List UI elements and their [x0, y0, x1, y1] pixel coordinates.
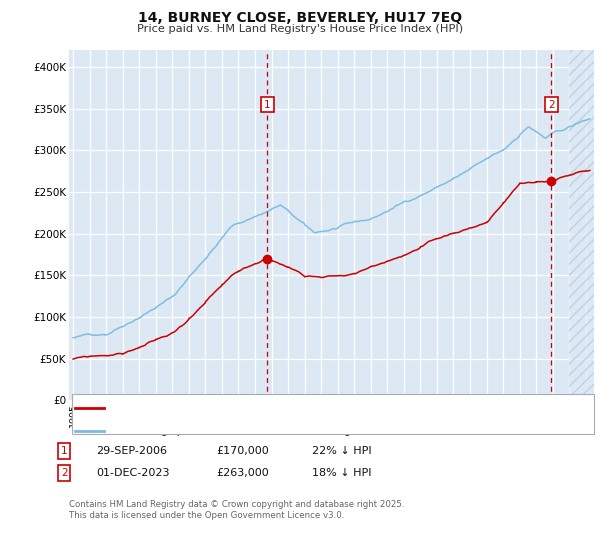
- Text: 29-SEP-2006: 29-SEP-2006: [96, 446, 167, 456]
- Text: 22% ↓ HPI: 22% ↓ HPI: [312, 446, 371, 456]
- Text: 2: 2: [61, 468, 68, 478]
- Text: Price paid vs. HM Land Registry's House Price Index (HPI): Price paid vs. HM Land Registry's House …: [137, 24, 463, 34]
- Text: 1: 1: [61, 446, 68, 456]
- Text: 1: 1: [264, 100, 271, 110]
- Text: £263,000: £263,000: [216, 468, 269, 478]
- Text: £170,000: £170,000: [216, 446, 269, 456]
- Text: HPI: Average price, detached house, East Riding of Yorkshire: HPI: Average price, detached house, East…: [110, 426, 412, 436]
- Text: 18% ↓ HPI: 18% ↓ HPI: [312, 468, 371, 478]
- Text: 14, BURNEY CLOSE, BEVERLEY, HU17 7EQ: 14, BURNEY CLOSE, BEVERLEY, HU17 7EQ: [138, 11, 462, 25]
- Text: Contains HM Land Registry data © Crown copyright and database right 2025.
This d: Contains HM Land Registry data © Crown c…: [69, 500, 404, 520]
- Text: 01-DEC-2023: 01-DEC-2023: [96, 468, 170, 478]
- Text: 14, BURNEY CLOSE, BEVERLEY, HU17 7EQ (detached house): 14, BURNEY CLOSE, BEVERLEY, HU17 7EQ (de…: [110, 403, 410, 413]
- Bar: [569, 50, 594, 400]
- Text: 2: 2: [548, 100, 554, 110]
